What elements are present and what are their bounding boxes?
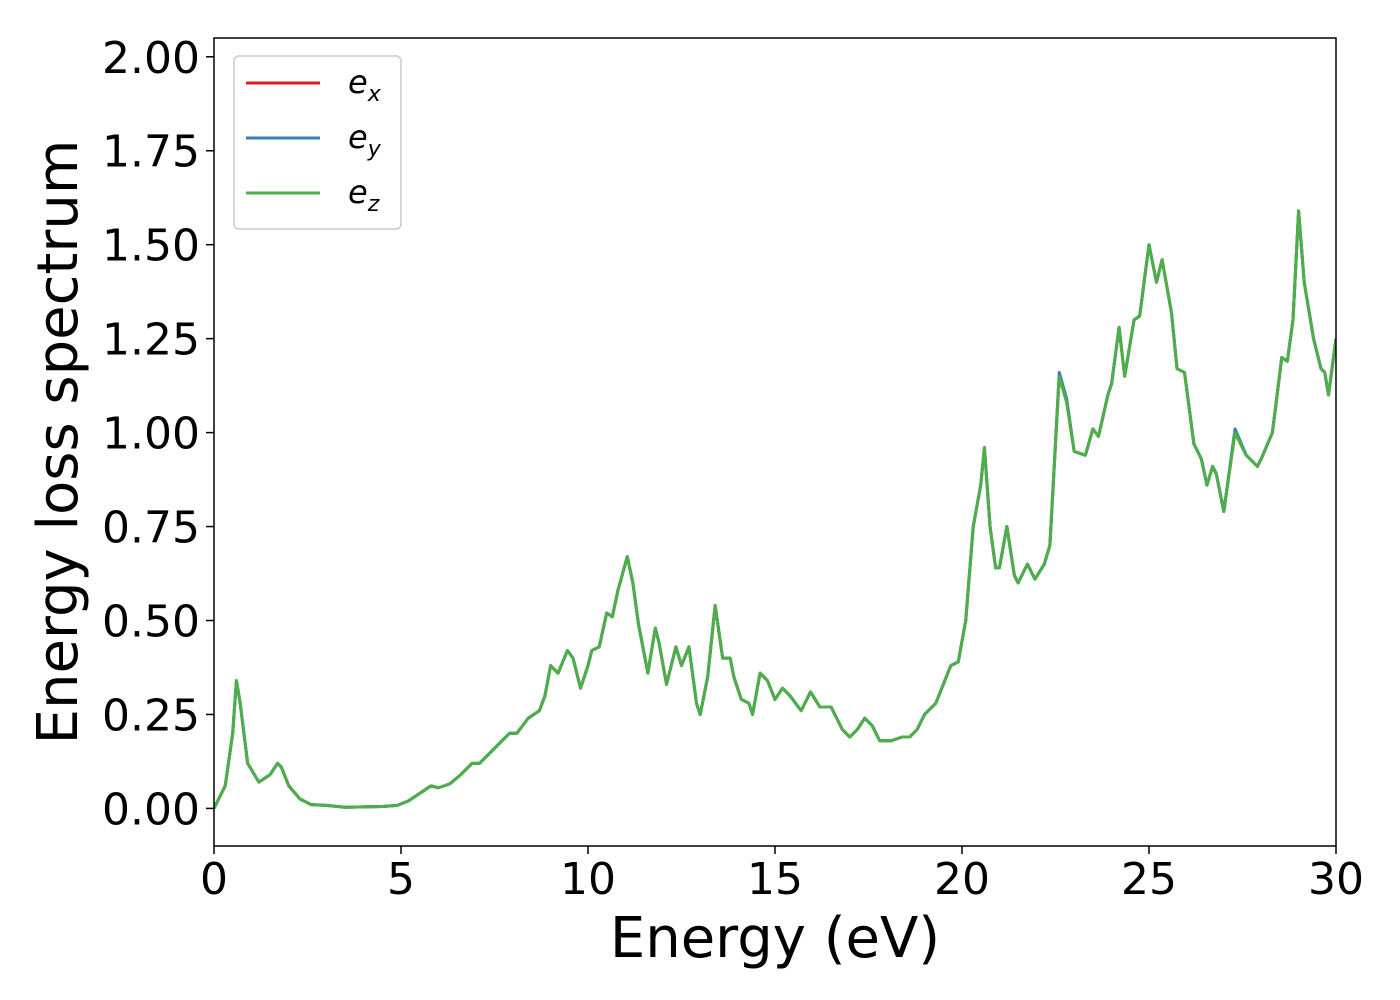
y-tick-label: 0.50 — [102, 597, 200, 648]
y-tick-label: 1.25 — [102, 315, 200, 366]
legend-box — [233, 55, 402, 230]
x-tick-label: 30 — [1308, 854, 1364, 905]
legend-label: ez — [348, 173, 380, 217]
x-axis-label: Energy (eV) — [610, 906, 940, 971]
legend-label: ex — [348, 63, 382, 107]
x-tick-label: 20 — [934, 854, 990, 905]
legend-label: ey — [348, 118, 382, 162]
x-tick-label: 25 — [1121, 854, 1177, 905]
legend: ex ey ez — [233, 55, 402, 230]
line-series — [214, 209, 1336, 810]
y-tick-label: 0.00 — [102, 784, 200, 835]
y-axis-label: Energy loss spectrum — [26, 140, 91, 745]
x-tick-label: 0 — [200, 854, 228, 905]
x-tick-label: 15 — [747, 854, 803, 905]
y-tick-label: 0.25 — [102, 690, 200, 741]
plot-frame — [213, 37, 1337, 847]
y-tick-label: 2.00 — [102, 33, 200, 84]
line-series — [214, 209, 1336, 810]
y-tick-label: 1.00 — [102, 409, 200, 460]
x-tick-label: 10 — [560, 854, 616, 905]
y-tick-label: 1.50 — [102, 221, 200, 272]
y-tick-label: 1.75 — [102, 127, 200, 178]
y-tick-label: 0.75 — [102, 503, 200, 554]
line-series — [214, 209, 1336, 810]
x-tick-label: 5 — [387, 854, 415, 905]
